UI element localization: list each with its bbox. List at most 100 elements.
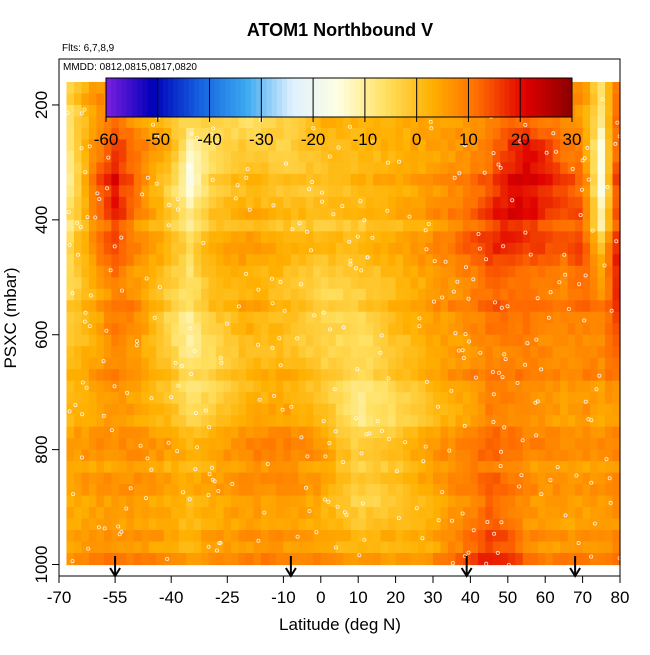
- heatmap-cell: [298, 357, 307, 370]
- heatmap-cell: [612, 127, 621, 141]
- heatmap-cell: [500, 231, 509, 244]
- heatmap-cell: [81, 116, 90, 129]
- heatmap-cell: [582, 127, 591, 141]
- heatmap-cell: [313, 392, 322, 405]
- heatmap-cell: [298, 403, 307, 416]
- heatmap-cell: [103, 449, 112, 462]
- heatmap-cell: [537, 461, 546, 474]
- heatmap-cell: [141, 254, 150, 267]
- heatmap-cell: [298, 415, 307, 428]
- heatmap-cell: [350, 415, 359, 428]
- heatmap-cell: [231, 208, 240, 221]
- heatmap-cell: [343, 231, 352, 244]
- observation-dot: [505, 304, 510, 309]
- colorbar-band: [230, 78, 236, 117]
- observation-dot: [108, 268, 113, 273]
- heatmap-cell: [96, 530, 105, 543]
- heatmap-cell: [186, 231, 195, 244]
- heatmap-cell: [470, 438, 479, 451]
- heatmap-cell: [313, 461, 322, 474]
- heatmap-cell: [320, 265, 329, 278]
- heatmap-cell: [575, 104, 584, 118]
- heatmap-cell: [148, 173, 157, 186]
- heatmap-cell: [103, 472, 112, 485]
- heatmap-cell: [500, 426, 509, 439]
- heatmap-cell: [358, 541, 367, 554]
- x-tick-label: 20: [386, 588, 405, 607]
- heatmap-cell: [388, 265, 397, 278]
- observation-dot: [423, 444, 428, 449]
- heatmap-cell: [507, 311, 516, 324]
- heatmap-cell: [350, 231, 359, 244]
- heatmap-cell: [433, 495, 442, 508]
- observation-dot: [105, 186, 110, 191]
- heatmap-cell: [433, 300, 442, 313]
- heatmap-cell: [148, 438, 157, 451]
- heatmap-cell: [283, 311, 292, 324]
- heatmap-cell: [66, 426, 75, 439]
- observation-dot: [471, 277, 476, 282]
- heatmap-cell: [268, 346, 277, 359]
- heatmap-cell: [440, 288, 449, 301]
- heatmap-cell: [582, 150, 591, 163]
- heatmap-cell: [178, 484, 187, 497]
- colorbar-band: [478, 78, 485, 117]
- heatmap-cell: [395, 449, 404, 462]
- heatmap-cell: [103, 311, 112, 324]
- heatmap-cell: [590, 461, 599, 474]
- heatmap-cell: [590, 403, 599, 416]
- heatmap-cell: [66, 242, 75, 255]
- heatmap-cell: [201, 173, 210, 186]
- heatmap-cell: [268, 334, 277, 347]
- heatmap-cell: [403, 219, 412, 232]
- colorbar-band: [463, 78, 469, 117]
- heatmap-cell: [365, 530, 374, 543]
- heatmap-cell: [186, 334, 195, 347]
- heatmap-cell: [148, 518, 157, 531]
- heatmap-cell: [358, 116, 367, 129]
- heatmap-cell: [350, 254, 359, 267]
- heatmap-cell: [141, 208, 150, 221]
- heatmap-cell: [238, 346, 247, 359]
- heatmap-cell: [605, 357, 614, 370]
- heatmap-cell: [193, 438, 202, 451]
- heatmap-cell: [485, 346, 494, 359]
- heatmap-cell: [298, 334, 307, 347]
- observation-dot: [206, 544, 211, 549]
- heatmap-cell: [418, 403, 427, 416]
- heatmap-cell: [73, 311, 83, 324]
- heatmap-cell: [590, 507, 599, 520]
- heatmap-cell: [515, 518, 524, 531]
- heatmap-cell: [500, 507, 509, 520]
- colorbar-band: [297, 78, 304, 117]
- heatmap-cell: [537, 208, 546, 221]
- heatmap-cell: [171, 472, 180, 485]
- heatmap-cell: [313, 530, 322, 543]
- heatmap-cell: [73, 530, 83, 543]
- heatmap-cell: [447, 219, 457, 232]
- colorbar-band: [442, 78, 449, 117]
- heatmap-cell: [320, 357, 329, 370]
- heatmap-cell: [148, 369, 157, 382]
- heatmap-cell: [171, 323, 180, 336]
- heatmap-cell: [605, 104, 614, 118]
- heatmap-cell: [522, 323, 531, 336]
- heatmap-cell: [163, 127, 172, 141]
- heatmap-cell: [597, 553, 606, 566]
- heatmap-cell: [380, 265, 389, 278]
- heatmap-cell: [530, 426, 539, 439]
- heatmap-cell: [612, 93, 621, 106]
- heatmap-cell: [492, 369, 501, 382]
- heatmap-cell: [260, 426, 270, 439]
- heatmap-cell: [103, 208, 112, 221]
- heatmap-cell: [335, 403, 344, 416]
- heatmap-cell: [545, 553, 554, 566]
- heatmap-cell: [567, 219, 576, 232]
- heatmap-cell: [66, 553, 75, 566]
- heatmap-cell: [305, 300, 314, 313]
- heatmap-cell: [358, 461, 367, 474]
- heatmap-cell: [343, 461, 352, 474]
- heatmap-cell: [118, 127, 127, 141]
- heatmap-cell: [88, 541, 97, 554]
- heatmap-cell: [440, 139, 449, 152]
